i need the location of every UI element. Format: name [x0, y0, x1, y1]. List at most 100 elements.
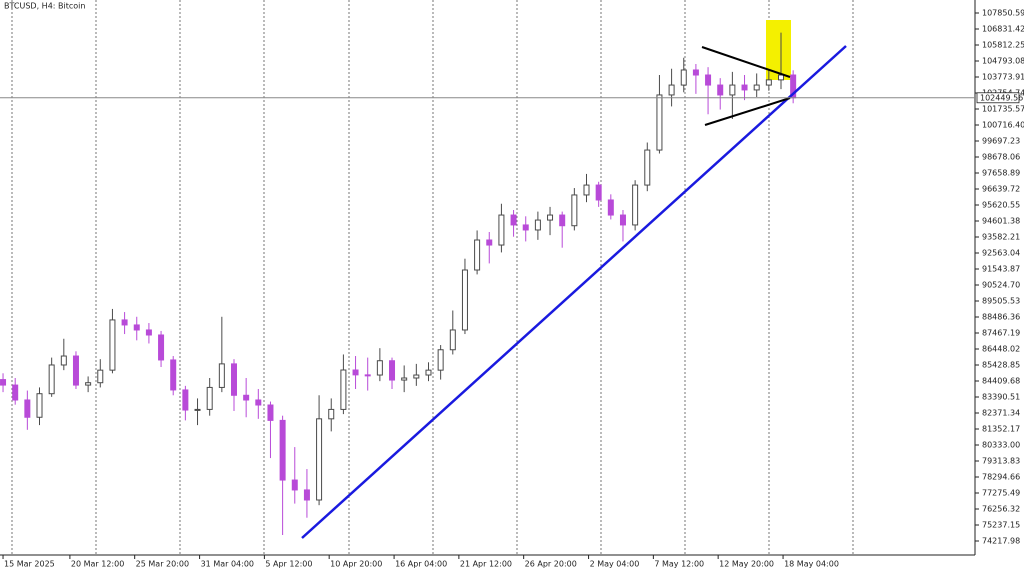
y-tick-label: 90524.70 — [982, 280, 1020, 289]
candle-body — [583, 184, 590, 196]
x-tick-label: 21 Apr 12:00 — [460, 560, 512, 569]
candle-body — [595, 184, 602, 201]
candle-body — [607, 199, 614, 216]
candle-body — [619, 214, 626, 226]
y-tick-label: 85428.85 — [982, 360, 1020, 369]
y-tick-label: 104793.08 — [982, 56, 1024, 65]
candle-body — [401, 377, 408, 381]
candle-body — [48, 364, 55, 395]
candle-body — [85, 382, 92, 386]
candle-body — [644, 149, 651, 186]
x-tick-label: 15 Mar 2025 — [4, 560, 55, 569]
y-tick-label: 79313.83 — [982, 456, 1020, 465]
candle-body — [389, 360, 396, 381]
candle-body — [522, 224, 529, 231]
candle-body — [133, 324, 140, 331]
y-tick-label: 95620.55 — [982, 200, 1020, 209]
candle-body — [765, 79, 772, 86]
x-tick-label: 26 Apr 20:00 — [525, 560, 577, 569]
y-tick-label: 92563.04 — [982, 248, 1020, 257]
y-tick-label: 89505.53 — [982, 296, 1020, 305]
candle-body — [230, 363, 237, 396]
y-tick-label: 100716.40 — [982, 120, 1024, 129]
candle-body — [777, 74, 784, 81]
candle-body — [534, 219, 541, 231]
candle-body — [717, 84, 724, 96]
y-tick-label: 105812.25 — [982, 40, 1024, 49]
candle-body — [218, 363, 225, 388]
y-tick-label: 98678.06 — [982, 152, 1020, 161]
x-tick-label: 16 Apr 04:00 — [395, 560, 447, 569]
y-tick-label: 75237.15 — [982, 520, 1020, 529]
x-tick-label: 18 May 04:00 — [784, 560, 839, 569]
candle-body — [291, 479, 298, 491]
candle-body — [121, 319, 128, 326]
candle-body — [461, 269, 468, 331]
y-tick-label: 86448.02 — [982, 344, 1020, 353]
candle-body — [547, 214, 554, 221]
candle-body — [97, 369, 104, 384]
y-tick-label: 91543.87 — [982, 264, 1020, 273]
time-grid — [11, 0, 854, 555]
plot-area — [0, 32, 797, 535]
candle-body — [559, 214, 566, 227]
candle-body — [158, 334, 165, 361]
candle-body — [0, 379, 7, 386]
candle-body — [36, 393, 43, 418]
candle-body — [632, 184, 639, 226]
x-tick-label: 7 May 12:00 — [654, 560, 704, 569]
candle-body — [72, 355, 79, 386]
y-tick-label: 94601.38 — [982, 216, 1020, 225]
candle-body — [437, 349, 444, 371]
y-tick-label: 74217.98 — [982, 536, 1020, 545]
candle-body — [692, 69, 699, 76]
candle-body — [267, 404, 274, 421]
y-tick-label: 80333.00 — [982, 440, 1020, 449]
x-tick-label: 10 Apr 20:00 — [330, 560, 382, 569]
trend-line — [301, 45, 847, 539]
candle-body — [170, 359, 177, 391]
candle-body — [145, 329, 152, 336]
candle-body — [656, 94, 663, 151]
triangle-upper — [701, 46, 791, 78]
y-tick-label: 83390.51 — [982, 392, 1020, 401]
y-tick-label: 77275.49 — [982, 488, 1020, 497]
y-tick-label: 81352.17 — [982, 424, 1020, 433]
candle-body — [486, 239, 493, 246]
candle-body — [571, 194, 578, 227]
candle-body — [753, 84, 760, 91]
y-tick-label: 96639.72 — [982, 184, 1020, 193]
candle-body — [425, 369, 432, 376]
y-tick-label: 97658.89 — [982, 168, 1020, 177]
candle-body — [328, 408, 335, 420]
last-price-box — [976, 92, 1020, 104]
y-tick-label: 78294.66 — [982, 472, 1020, 481]
candle-body — [680, 69, 687, 86]
candle-body — [243, 394, 250, 401]
candle-body — [109, 319, 116, 371]
y-tick-label: 103773.91 — [982, 72, 1024, 81]
candle-body — [705, 74, 712, 86]
chart-title: BTCUSD, H4: Bitcoin — [4, 2, 85, 11]
x-tick-label: 20 Mar 12:00 — [71, 560, 124, 569]
candle-body — [352, 369, 359, 376]
candle-body — [498, 214, 505, 246]
x-tick-label: 31 Mar 04:00 — [201, 560, 254, 569]
candle-body — [668, 84, 675, 96]
x-tick-label: 12 May 20:00 — [719, 560, 774, 569]
candle-body — [194, 408, 201, 411]
y-tick-label: 84409.68 — [982, 376, 1020, 385]
candle-body — [364, 374, 371, 377]
candle-body — [12, 384, 19, 401]
triangle-lower — [704, 97, 791, 126]
y-tick-label: 82371.34 — [982, 408, 1020, 417]
candle-body — [206, 386, 213, 410]
candle-body — [449, 329, 456, 351]
y-tick-label: 107850.59 — [982, 8, 1024, 17]
candle-body — [340, 369, 347, 410]
candle-body — [376, 360, 383, 376]
y-tick-label: 88486.36 — [982, 312, 1020, 321]
axes: 107850.59 106831.42 105812.25 104793.08 1037… — [0, 8, 1024, 569]
